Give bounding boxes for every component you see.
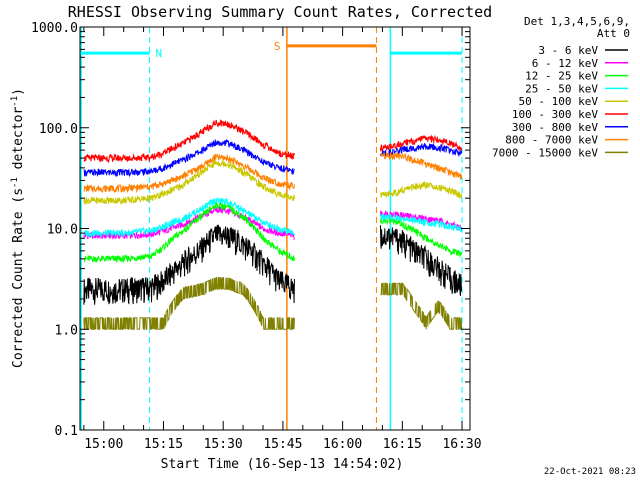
date-stamp: 22-Oct-2021 08:23 [544,467,636,477]
series-line [83,118,295,164]
series-line [380,180,463,199]
x-tick-label: 15:15 [144,437,183,452]
x-tick-label: 15:45 [263,437,302,452]
series-line [380,151,463,180]
series-line [379,134,463,153]
series-line [380,213,463,233]
series-0 [83,224,463,305]
series-5 [83,118,463,164]
legend-entry-label: 100 - 300 keV [512,108,598,121]
y-tick-label: 1.0 [55,323,78,338]
series-line [83,277,295,330]
legend-entry-label: 300 - 800 keV [512,121,598,134]
flag-label: S [274,40,281,53]
legend-entry-label: 50 - 100 keV [519,95,599,108]
series-line [83,159,295,206]
chart-title: RHESSI Observing Summary Count Rates, Co… [68,3,492,21]
legend-entry-label: 7000 - 15000 keV [492,146,598,159]
series-line [83,201,295,263]
y-tick-label: 10.0 [47,223,78,238]
legend-entry-label: 3 - 6 keV [538,44,598,57]
series-6 [83,139,463,178]
series-line [379,225,463,297]
legend-entry-label: 12 - 25 keV [525,70,598,83]
series-line [83,224,295,305]
series-8 [83,277,463,330]
series-1 [83,205,463,241]
series-line [83,197,295,238]
series-line [379,216,463,258]
legend-header-attenuator: Att 0 [597,27,630,40]
series-line [379,143,463,158]
x-axis-ticks: 15:00 15:15 15:30 15:45 16:00 16:15 16:30 [83,27,482,452]
y-axis-ticks: 0.1 1.0 10.0 100.0 1000.0 [31,21,470,439]
series-group [83,118,463,330]
x-tick-label: 16:15 [383,437,422,452]
x-tick-label: 15:00 [84,437,123,452]
series-line [83,153,295,194]
y-axis-label: Corrected Count Rate (s-1 detector-1) [10,88,26,368]
x-tick-label: 15:30 [204,437,243,452]
series-2 [83,201,463,263]
series-3 [83,197,463,238]
series-line [380,282,463,330]
series-line [83,139,295,178]
x-tick-label: 16:30 [442,437,481,452]
x-axis-label: Start Time (16-Sep-13 14:54:02) [161,457,404,472]
legend-entry-label: 6 - 12 keV [532,57,599,70]
series-4 [83,159,463,206]
y-tick-label: 100.0 [39,122,78,137]
x-tick-label: 16:00 [323,437,362,452]
legend-entry-label: 800 - 7000 keV [505,134,598,147]
y-tick-label: 1000.0 [31,21,78,36]
series-line [379,210,463,231]
legend-entry-label: 25 - 50 keV [525,82,598,95]
flag-label: N [156,47,163,60]
legend-header-detectors: Det 1,3,4,5,6,9, [524,15,630,28]
series-7 [83,151,463,194]
y-tick-label: 0.1 [55,424,78,439]
